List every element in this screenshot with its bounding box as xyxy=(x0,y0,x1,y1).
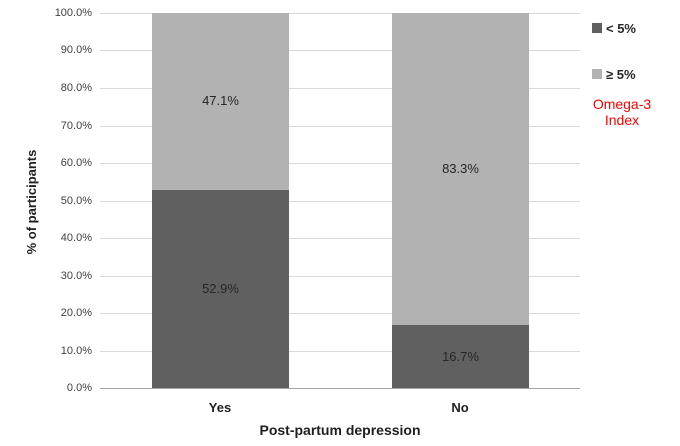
gridline xyxy=(100,351,580,352)
gridline xyxy=(100,163,580,164)
x-axis-title: Post-partum depression xyxy=(259,422,421,438)
legend-label-ge5: ≥ 5% xyxy=(606,66,636,82)
bar-segment-yes-0 xyxy=(152,190,289,388)
data-label: 52.9% xyxy=(202,281,239,296)
y-tick-label: 10.0% xyxy=(60,345,92,357)
data-label: 47.1% xyxy=(202,93,239,108)
y-tick-label: 90.0% xyxy=(60,44,92,56)
y-tick-label: 50.0% xyxy=(60,195,92,207)
legend-label-lt5: < 5% xyxy=(606,20,636,36)
y-tick-label: 100.0% xyxy=(54,7,92,19)
gridline xyxy=(100,201,580,202)
gridline xyxy=(100,126,580,127)
plot-area: 52.9% 47.1% 16.7% 83.3% xyxy=(100,13,580,389)
gridline xyxy=(100,276,580,277)
gridline xyxy=(100,313,580,314)
bar-segment-no-1 xyxy=(392,13,529,325)
y-tick-label: 60.0% xyxy=(60,157,92,169)
gridline xyxy=(100,50,580,51)
legend-swatch-ge5-icon xyxy=(592,69,602,79)
y-tick-label: 80.0% xyxy=(60,82,92,94)
x-category-label-yes: Yes xyxy=(208,400,232,415)
gridline xyxy=(100,13,580,14)
gridline xyxy=(100,88,580,89)
legend-note: Omega-3 Index xyxy=(592,96,652,128)
x-category-label-no: No xyxy=(451,400,469,415)
legend-swatch-lt5-icon xyxy=(592,23,602,33)
bar-segment-no-0 xyxy=(392,325,529,388)
y-tick-label: 0.0% xyxy=(66,382,92,394)
y-tick-label: 30.0% xyxy=(60,270,92,282)
x-axis-line xyxy=(100,388,580,389)
y-tick-label: 70.0% xyxy=(60,120,92,132)
legend-item-lt5: < 5% xyxy=(592,20,636,36)
y-tick-label: 20.0% xyxy=(60,307,92,319)
gridline xyxy=(100,238,580,239)
bar-segment-yes-1 xyxy=(152,13,289,190)
data-label: 83.3% xyxy=(442,161,479,176)
y-tick-label: 40.0% xyxy=(60,232,92,244)
legend-item-ge5: ≥ 5% xyxy=(592,66,636,82)
data-label: 16.7% xyxy=(442,349,479,364)
